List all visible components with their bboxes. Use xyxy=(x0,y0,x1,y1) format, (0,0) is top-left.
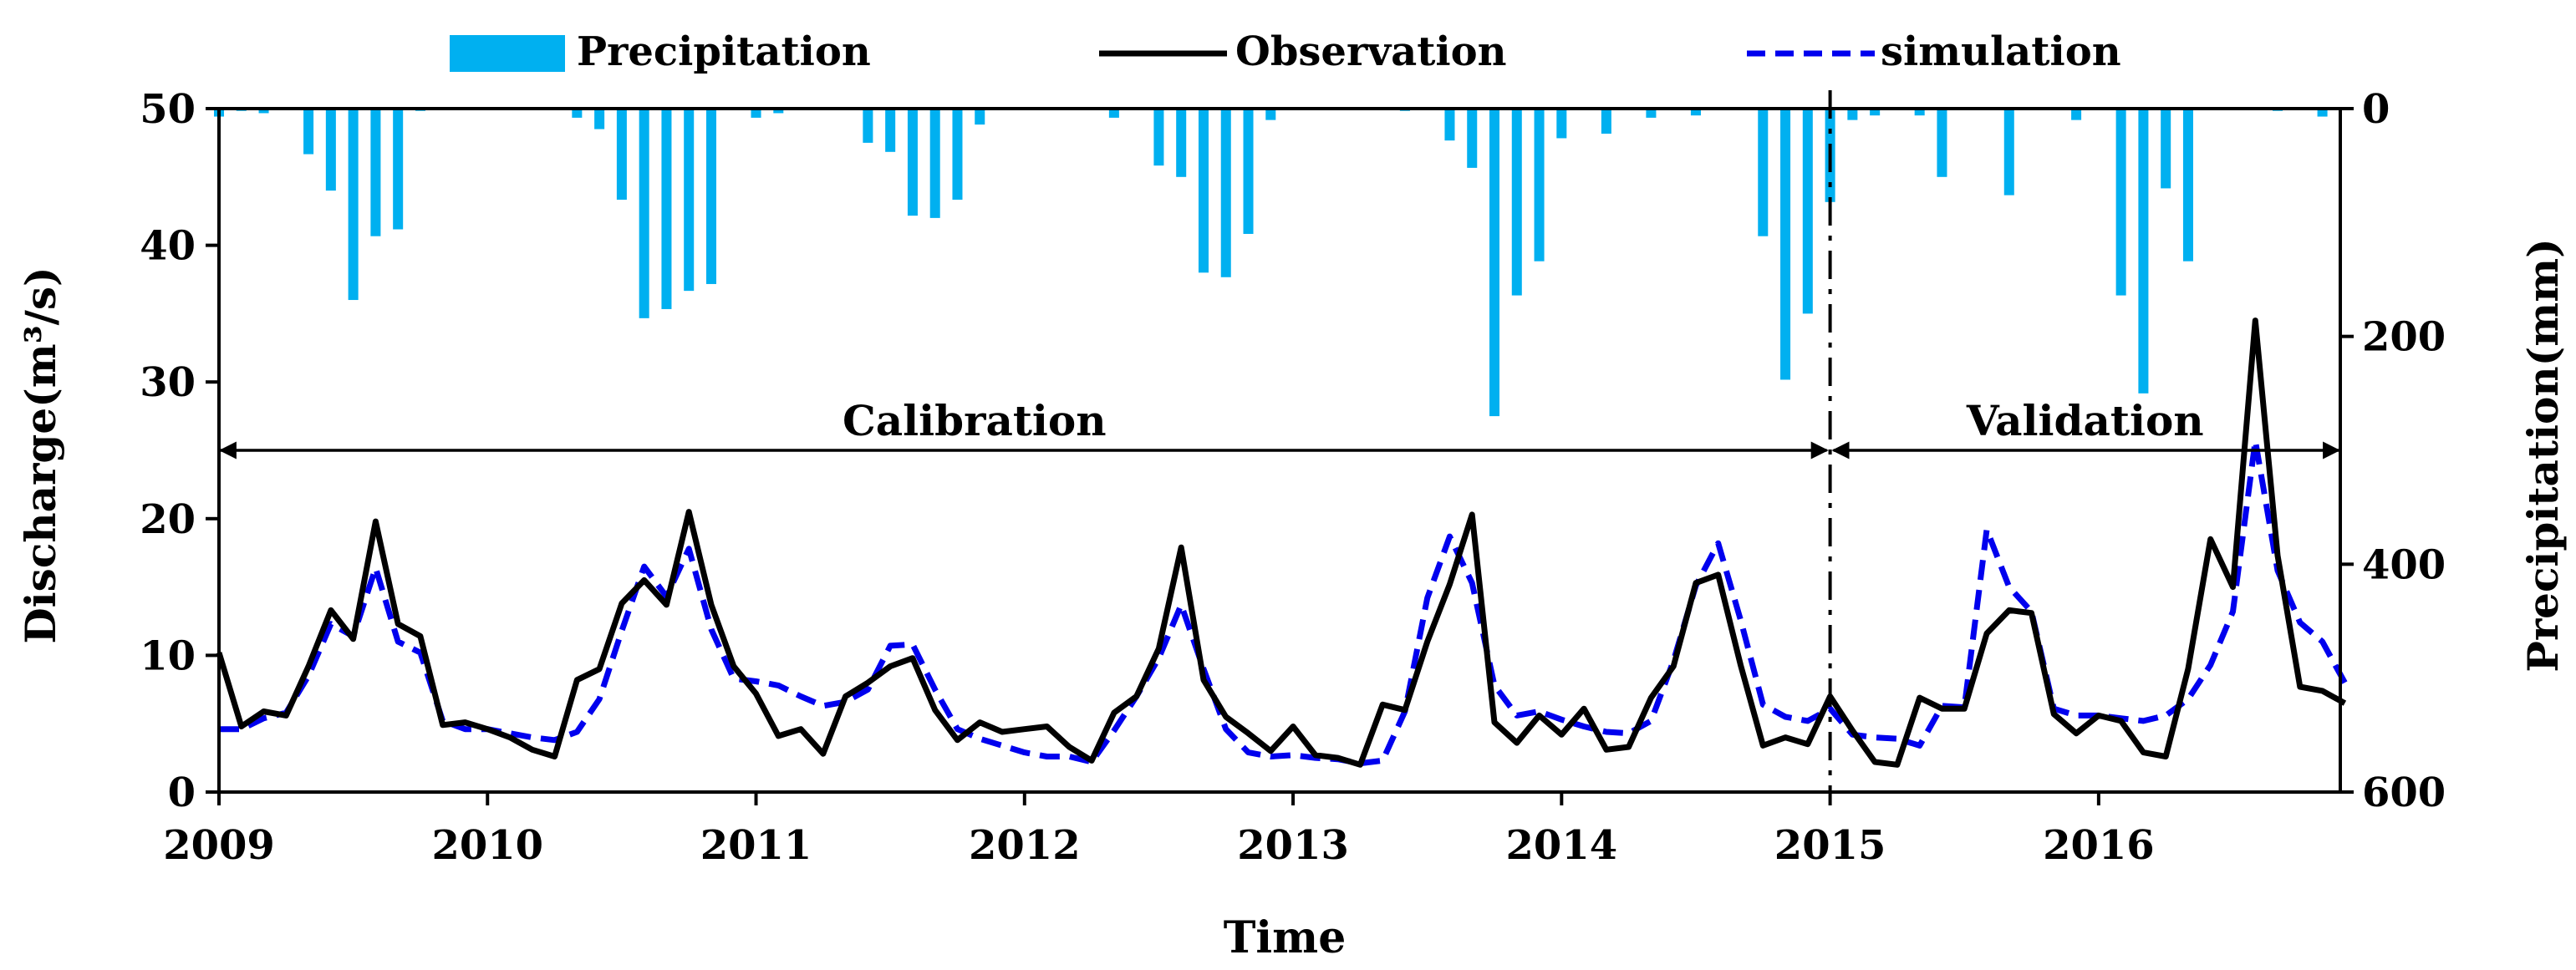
precipitation-bar xyxy=(1847,109,1858,120)
precipitation-bar xyxy=(975,109,985,125)
simulation-line xyxy=(219,438,2348,767)
observation-line xyxy=(216,317,2347,768)
legend-precipitation-label: Precipitation xyxy=(577,28,871,75)
precipitation-bar xyxy=(1265,109,1276,120)
x-tick-label: 2016 xyxy=(2043,822,2155,869)
precipitation-bar xyxy=(1690,109,1701,116)
y-left-tick-label: 30 xyxy=(140,359,196,406)
y-right-tick-label: 400 xyxy=(2362,541,2446,588)
precipitation-bar xyxy=(393,109,404,230)
x-tick-label: 2010 xyxy=(431,822,543,869)
legend-simulation-label: simulation xyxy=(1881,28,2121,75)
x-tick-label: 2015 xyxy=(1774,822,1886,869)
precipitation-bar xyxy=(639,109,649,318)
precipitation-bar xyxy=(616,109,627,201)
precipitation-bar xyxy=(370,109,381,236)
precipitation-bar xyxy=(1646,109,1657,118)
precipitation-bar xyxy=(2071,109,2082,120)
y-left-tick-label: 50 xyxy=(140,86,196,133)
precipitation-bar xyxy=(1153,109,1164,166)
legend-observation-label: Observation xyxy=(1235,28,1507,75)
y-right-tick-label: 600 xyxy=(2362,769,2446,816)
x-tick-label: 2014 xyxy=(1506,822,1618,869)
precipitation-bar xyxy=(2161,109,2171,189)
precipitation-bar xyxy=(1556,109,1567,139)
precipitation-bar xyxy=(1243,109,1254,234)
x-tick-label: 2009 xyxy=(163,822,275,869)
period-label: Calibration xyxy=(843,396,1107,445)
precipitation-bar xyxy=(2003,109,2014,196)
y-left-tick-label: 20 xyxy=(140,496,196,543)
precipitation-bar xyxy=(952,109,963,201)
precipitation-bar xyxy=(1198,109,1209,273)
precipitation-bar xyxy=(1489,109,1500,417)
precipitation-bars xyxy=(213,109,2328,417)
precipitation-bar xyxy=(1780,109,1791,380)
y-right-tick-label: 0 xyxy=(2362,86,2390,133)
precipitation-bar xyxy=(751,109,761,118)
precipitation-bar xyxy=(1444,109,1455,141)
legend-precipitation-swatch xyxy=(450,35,565,72)
precipitation-bar xyxy=(572,109,583,118)
y-axis-right-title: Precipitation(mm) xyxy=(2518,238,2568,673)
precipitation-bar xyxy=(1467,109,1478,168)
precipitation-bar xyxy=(2317,109,2328,117)
y-axis-left-title: Discharge(m³/s) xyxy=(16,267,65,643)
x-tick-label: 2013 xyxy=(1237,822,1349,869)
x-axis-title: Time xyxy=(1224,912,1347,963)
y-right-tick-label: 200 xyxy=(2362,314,2446,361)
precipitation-bar xyxy=(1108,109,1119,118)
x-tick-label: 2012 xyxy=(969,822,1081,869)
precipitation-bar xyxy=(1758,109,1769,236)
precipitation-bar xyxy=(348,109,359,301)
precipitation-bar xyxy=(2138,109,2149,394)
y-left-tick-label: 0 xyxy=(168,769,196,816)
precipitation-bar xyxy=(1802,109,1813,314)
period-annotations: Calibration Validation xyxy=(218,90,2341,792)
precipitation-bar xyxy=(1601,109,1611,134)
precipitation-bar xyxy=(1937,109,1947,177)
precipitation-bar xyxy=(773,109,784,114)
precipitation-bar xyxy=(2182,109,2193,262)
precipitation-bar xyxy=(661,109,672,309)
precipitation-bar xyxy=(885,109,896,152)
legend: Precipitation Observation simulation xyxy=(450,28,2121,75)
x-tick-label: 2011 xyxy=(700,822,812,869)
axes: 0 10 20 30 40 50 0 200 400 600 2009 2010 2011 2012 201… xyxy=(140,86,2446,869)
precipitation-bar xyxy=(863,109,873,143)
precipitation-bar xyxy=(258,109,269,114)
precipitation-bar xyxy=(325,109,336,191)
period-label: Validation xyxy=(1966,396,2204,445)
precipitation-bar xyxy=(705,109,716,284)
precipitation-bar xyxy=(594,109,605,130)
precipitation-bar xyxy=(2115,109,2126,296)
precipitation-bar xyxy=(1870,109,1881,116)
y-left-tick-label: 10 xyxy=(140,632,196,679)
precipitation-bar xyxy=(1914,109,1925,116)
y-left-tick-label: 40 xyxy=(140,223,196,270)
precipitation-bar xyxy=(1534,109,1545,262)
precipitation-bar xyxy=(929,109,940,218)
precipitation-bar xyxy=(303,109,314,155)
precipitation-bar xyxy=(1511,109,1522,296)
precipitation-bar xyxy=(907,109,918,216)
precipitation-bar xyxy=(1176,109,1187,177)
series-lines xyxy=(216,317,2348,768)
precipitation-bar xyxy=(1220,109,1231,277)
precipitation-bar xyxy=(684,109,695,292)
